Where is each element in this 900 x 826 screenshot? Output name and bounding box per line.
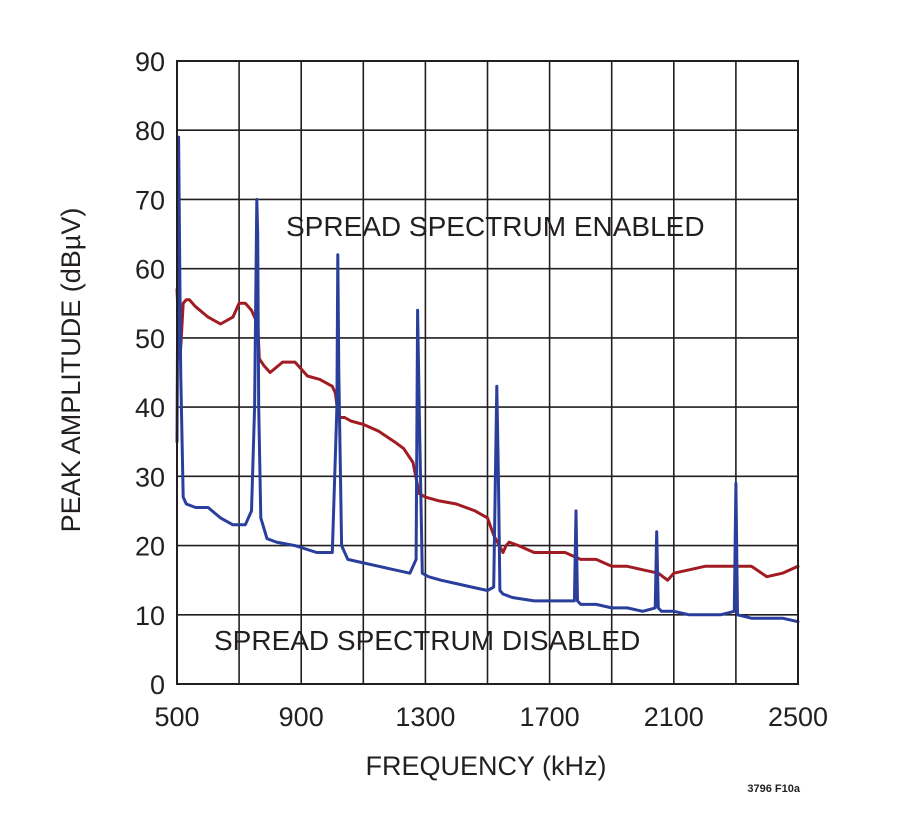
x-tick-label: 500 bbox=[154, 702, 199, 732]
x-tick-labels: 500 900 1300 1700 2100 2500 bbox=[154, 702, 828, 732]
y-axis-label: PEAK AMPLITUDE (dBµV) bbox=[56, 208, 86, 533]
y-tick-label: 90 bbox=[135, 47, 165, 77]
y-tick-label: 70 bbox=[135, 185, 165, 215]
series-layer bbox=[175, 135, 800, 624]
y-tick-label: 50 bbox=[135, 324, 165, 354]
x-tick-label: 900 bbox=[279, 702, 324, 732]
y-tick-label: 30 bbox=[135, 462, 165, 492]
plot-frame bbox=[176, 60, 799, 685]
y-tick-label: 0 bbox=[150, 670, 165, 700]
y-tick-labels: 0 10 20 30 40 50 60 70 80 90 bbox=[135, 47, 165, 700]
y-tick-label: 20 bbox=[135, 532, 165, 562]
x-tick-label: 1300 bbox=[395, 702, 455, 732]
x-axis-label: FREQUENCY (kHz) bbox=[365, 751, 606, 781]
annotation-spread-spectrum-disabled: SPREAD SPECTRUM DISABLED bbox=[214, 625, 640, 656]
y-tick-label: 80 bbox=[135, 116, 165, 146]
y-tick-label: 40 bbox=[135, 393, 165, 423]
figure-id: 3796 F10a bbox=[747, 783, 800, 795]
annotation-spread-spectrum-enabled: SPREAD SPECTRUM ENABLED bbox=[286, 211, 705, 242]
x-tick-label: 1700 bbox=[520, 702, 580, 732]
x-tick-label: 2100 bbox=[644, 702, 704, 732]
y-tick-label: 10 bbox=[135, 601, 165, 631]
y-tick-label: 60 bbox=[135, 255, 165, 285]
x-tick-label: 2500 bbox=[768, 702, 828, 732]
series-spread-spectrum-disabled bbox=[175, 135, 800, 624]
grid-lines bbox=[177, 61, 798, 684]
